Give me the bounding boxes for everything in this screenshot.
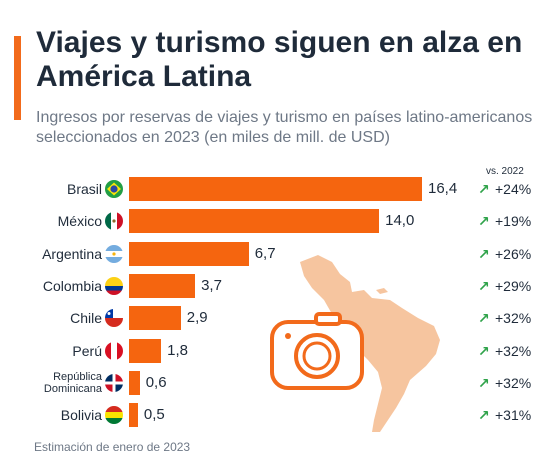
category-label-line: Brasil bbox=[66, 181, 102, 197]
change-value: +31% bbox=[495, 407, 532, 424]
bar bbox=[129, 273, 196, 298]
bar-row: Bolivia 0,5 ↗ +31% bbox=[0, 403, 554, 428]
change-vs-2022: ↗ +24% bbox=[478, 177, 531, 201]
category-label-line: Perú bbox=[72, 342, 102, 359]
change-value: +32% bbox=[495, 374, 532, 391]
bar-row: Argentina 6,7 ↗ +26% bbox=[0, 241, 554, 266]
category-label: Colombia bbox=[43, 274, 102, 298]
bar bbox=[129, 338, 162, 363]
arrow-up-right-icon: ↗ bbox=[478, 181, 490, 197]
brazil-flag-icon bbox=[105, 180, 123, 198]
bar bbox=[129, 177, 422, 201]
change-value: +26% bbox=[495, 245, 532, 262]
arrow-up-right-icon: ↗ bbox=[478, 213, 490, 230]
change-vs-2022: ↗ +32% bbox=[478, 371, 531, 395]
category-label-line: México bbox=[57, 213, 102, 230]
arrow-up-right-icon: ↗ bbox=[478, 374, 490, 391]
data-label: 0,6 bbox=[145, 373, 167, 391]
bar-row: México 14,0 ↗ +19% bbox=[0, 209, 554, 234]
arrow-up-right-icon: ↗ bbox=[478, 245, 490, 262]
bar bbox=[129, 370, 140, 395]
change-value: +32% bbox=[495, 310, 532, 327]
arrow-up-right-icon: ↗ bbox=[478, 407, 490, 424]
bar-row: Chile 2,9 ↗ +32% bbox=[0, 306, 554, 331]
change-vs-2022: ↗ +19% bbox=[478, 209, 531, 233]
change-vs-2022: ↗ +26% bbox=[478, 242, 531, 266]
colombia-flag-icon bbox=[105, 276, 123, 295]
bar-row: Perú 1,8 ↗ +32% bbox=[0, 338, 554, 363]
chart-title: Viajes y turismo siguen en alza en Améri… bbox=[36, 26, 523, 93]
category-label-line: Bolivia bbox=[60, 407, 102, 424]
bar-row: República Dominicana 0,6 ↗ +32% bbox=[0, 370, 554, 395]
change-value: +29% bbox=[495, 277, 532, 294]
category-label: República Dominicana bbox=[44, 371, 102, 395]
category-label-line: Colombia bbox=[42, 277, 102, 294]
data-label: 16,4 bbox=[428, 180, 458, 197]
caribbean-island bbox=[376, 288, 388, 294]
bar bbox=[129, 403, 138, 428]
chile-flag-icon bbox=[105, 309, 123, 328]
arrow-up-right-icon: ↗ bbox=[478, 277, 490, 294]
data-label: 14,0 bbox=[385, 212, 415, 230]
category-label: Argentina bbox=[42, 242, 102, 266]
change-vs-2022: ↗ +29% bbox=[478, 274, 531, 298]
footer-note: Estimación de enero de 2023 bbox=[34, 440, 191, 454]
bar bbox=[129, 209, 380, 234]
category-label: Bolivia bbox=[61, 403, 102, 427]
data-label: 6,7 bbox=[254, 244, 276, 262]
change-value: +19% bbox=[495, 213, 532, 230]
change-vs-2022: ↗ +31% bbox=[478, 403, 531, 427]
mexico-flag-icon bbox=[105, 212, 123, 231]
bolivia-flag-icon bbox=[105, 406, 123, 425]
category-label-line: Argentina bbox=[42, 245, 102, 262]
data-label: 1,8 bbox=[167, 341, 189, 359]
category-label: Brasil bbox=[67, 177, 102, 201]
bar bbox=[129, 306, 181, 331]
bar-row: Colombia 3,7 ↗ +29% bbox=[0, 273, 554, 298]
change-vs-2022: ↗ +32% bbox=[478, 339, 531, 363]
change-vs-2022: ↗ +32% bbox=[478, 306, 531, 330]
data-label: 3,7 bbox=[201, 276, 222, 294]
camera-icon bbox=[270, 312, 364, 390]
dominican-republic-flag-icon bbox=[105, 373, 123, 392]
argentina-flag-icon bbox=[105, 244, 123, 263]
category-label: Chile bbox=[70, 306, 102, 330]
arrow-up-right-icon: ↗ bbox=[478, 342, 490, 359]
bar bbox=[129, 241, 249, 266]
title-accent-bar bbox=[14, 36, 21, 120]
category-label: México bbox=[58, 209, 102, 233]
bar-row: Brasil 16,4 ↗ +24% bbox=[0, 177, 554, 201]
category-label-line: República bbox=[53, 370, 102, 383]
data-label: 0,5 bbox=[143, 406, 165, 424]
change-value: +32% bbox=[495, 342, 532, 359]
category-label-line: Chile bbox=[70, 310, 102, 327]
change-value: +24% bbox=[495, 181, 532, 197]
category-label-line: Dominicana bbox=[43, 382, 102, 395]
arrow-up-right-icon: ↗ bbox=[478, 310, 490, 327]
category-label: Perú bbox=[72, 339, 102, 363]
south-america-map-shape bbox=[300, 255, 440, 432]
vs-2022-header: vs. 2022 bbox=[486, 166, 524, 177]
peru-flag-icon bbox=[105, 341, 123, 360]
chart-subtitle: Ingresos por reservas de viajes y turism… bbox=[36, 109, 533, 146]
data-label: 2,9 bbox=[186, 309, 208, 327]
